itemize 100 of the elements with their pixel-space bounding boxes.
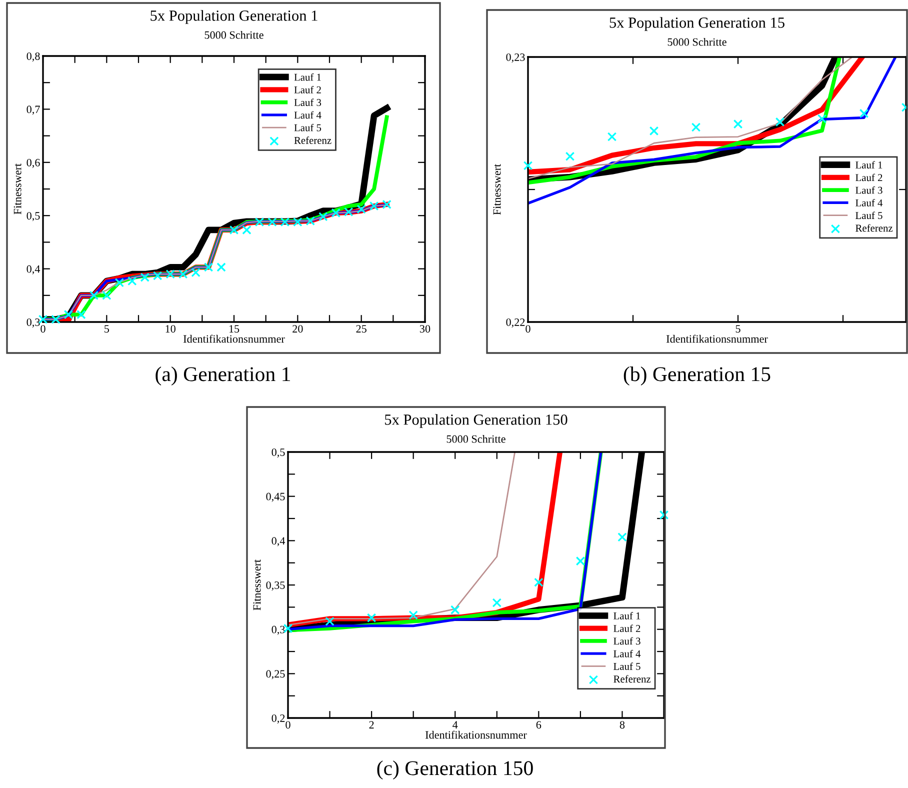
point: [280, 217, 290, 227]
point: [306, 216, 316, 226]
point: [331, 208, 341, 218]
y-axis-title: Fitnesswert: [493, 164, 501, 215]
point: [242, 225, 252, 235]
y-tick-label: 0,4: [272, 537, 286, 546]
point: [817, 114, 827, 124]
x-tick-label: 8: [620, 721, 625, 729]
legend-label: Lauf 5: [614, 662, 640, 670]
x-tick-label: 6: [536, 721, 542, 729]
legend-label: Referenz: [614, 675, 651, 683]
x-tick-label: 20: [292, 325, 303, 333]
y-tick-label: 0,6: [26, 158, 40, 168]
x-tick-label: 25: [356, 325, 366, 333]
point: [523, 161, 533, 170]
point: [64, 310, 74, 320]
text: (b) Generation 15: [624, 366, 770, 386]
point: [659, 510, 669, 520]
x-tick-label: 30: [420, 325, 430, 333]
line-series: [528, 57, 897, 205]
chart-title: 5x Population Generation 15: [610, 17, 784, 31]
point: [534, 578, 544, 587]
chart-subtitle: 5000 Schritte: [204, 30, 264, 39]
point: [607, 132, 617, 142]
point: [76, 310, 86, 320]
y-tick-label: 0,4: [26, 265, 40, 274]
point: [204, 262, 214, 272]
legend-label: Lauf 4: [856, 198, 883, 206]
line-series: [288, 452, 516, 626]
point: [293, 217, 302, 227]
text: (a) Generation 1: [156, 366, 290, 386]
point: [178, 269, 188, 279]
legend-label: Lauf 2: [614, 624, 640, 632]
point: [691, 122, 701, 132]
point: [89, 290, 99, 300]
y-tick-label: 0,45: [266, 492, 285, 502]
point: [191, 268, 200, 278]
y-tick-label: 0,7: [26, 106, 40, 115]
y-axis-title: Fitnesswert: [253, 559, 261, 610]
y-tick-label: 0,3: [272, 626, 285, 635]
chart-subtitle: 5000 Schritte: [446, 434, 506, 443]
point: [356, 204, 366, 214]
y-tick-label: 0,5: [26, 212, 40, 222]
point: [859, 108, 869, 118]
legend-label: Lauf 3: [294, 98, 322, 106]
chart-subtitle: 5000 Schritte: [668, 38, 726, 46]
point: [733, 119, 743, 129]
point: [318, 212, 328, 222]
legend-label: Lauf 4: [294, 111, 322, 119]
legend-label: Lauf 4: [614, 650, 641, 658]
y-tick-label: 0,25: [266, 670, 285, 680]
x-tick-label: 5: [736, 325, 740, 333]
point: [127, 276, 137, 286]
point: [114, 278, 124, 288]
legend-label: Lauf 1: [856, 161, 882, 168]
y-tick-label: 0,8: [26, 52, 40, 62]
y-axis-title: Fitnesswert: [14, 163, 22, 214]
legend-label: Lauf 2: [856, 174, 882, 182]
point: [492, 598, 502, 608]
point: [382, 200, 392, 210]
point: [344, 207, 354, 217]
point: [140, 272, 150, 282]
point: [618, 532, 627, 542]
y-tick-label: 0,35: [266, 581, 285, 591]
legend-label: Lauf 1: [614, 612, 640, 620]
point: [565, 152, 575, 162]
point: [649, 126, 659, 136]
point: [576, 556, 586, 566]
chart-title: 5x Population Generation 150: [385, 414, 568, 428]
x-tick-label: 0: [40, 325, 46, 333]
x-tick-label: 15: [229, 325, 240, 333]
text: (c) Generation 150: [377, 760, 533, 780]
point: [450, 605, 460, 614]
point: [268, 217, 277, 227]
x-axis-title: Identifikationsnummer: [425, 730, 527, 739]
x-tick-label: 10: [166, 325, 176, 333]
point: [369, 201, 379, 211]
legend-label: Referenz: [856, 224, 893, 232]
y-tick-label: 0,22: [506, 318, 525, 328]
legend-label: Lauf 3: [856, 186, 882, 194]
point: [51, 314, 60, 324]
y-tick-label: 0,23: [506, 53, 525, 63]
point: [152, 271, 162, 280]
y-tick-label: 0,3: [26, 318, 40, 328]
point: [366, 613, 376, 622]
legend-label: Referenz: [294, 136, 332, 144]
x-axis-title: Identifikationsnummer: [666, 334, 768, 343]
x-tick-label: 0: [526, 325, 530, 333]
point: [229, 225, 239, 235]
point: [216, 262, 226, 272]
point: [325, 616, 334, 626]
x-tick-label: 0: [286, 721, 290, 729]
point: [102, 290, 112, 300]
x-axis-title: Identifikationsnummer: [183, 334, 285, 343]
point: [408, 610, 418, 620]
x-tick-label: 4: [452, 721, 458, 728]
legend-label: Lauf 5: [294, 124, 322, 132]
legend-label: Lauf 2: [294, 86, 321, 94]
point: [254, 217, 264, 227]
legend-label: Lauf 1: [294, 73, 321, 81]
